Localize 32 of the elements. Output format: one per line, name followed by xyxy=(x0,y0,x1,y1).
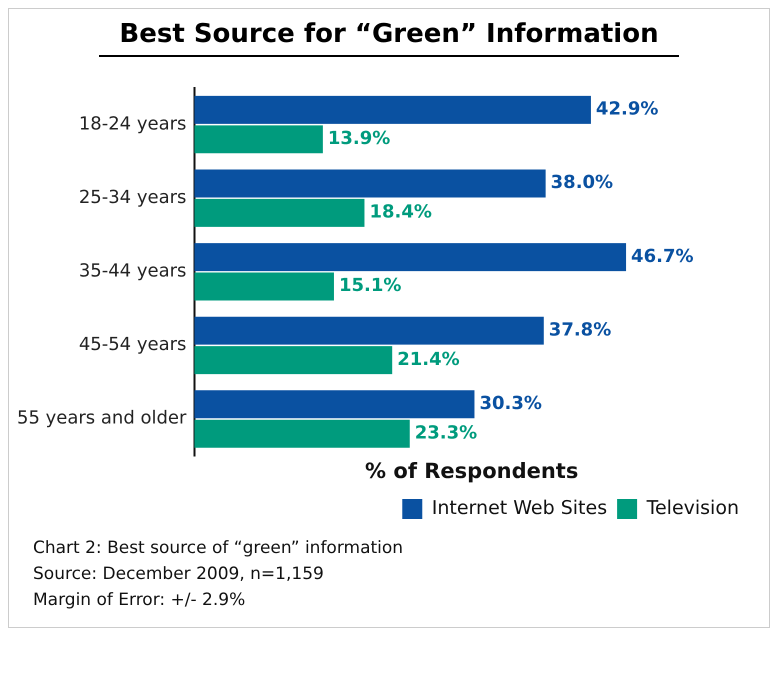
bar xyxy=(194,316,544,345)
data-label: 18.4% xyxy=(369,202,432,223)
bar xyxy=(194,125,323,154)
bar xyxy=(194,96,591,124)
data-label: 21.4% xyxy=(397,348,460,370)
source-note: Source: December 2009, n=1,159 xyxy=(33,563,325,586)
bar xyxy=(194,198,364,227)
bar xyxy=(194,243,626,272)
bar xyxy=(194,169,546,198)
legend-label: Internet Web Sites xyxy=(432,496,608,519)
bar xyxy=(194,390,474,418)
bar xyxy=(194,420,410,448)
caption: Chart 2: Best source of “green” information xyxy=(33,537,404,560)
y-tick-label: 25-34 years xyxy=(78,186,186,208)
data-label: 38.0% xyxy=(550,172,614,194)
y-tick-label: 18-24 years xyxy=(78,113,186,134)
y-tick-label: 45-54 years xyxy=(78,334,186,356)
data-label: 15.1% xyxy=(338,275,402,296)
bar xyxy=(194,346,392,374)
chart-title: Best Source for “Green” Information xyxy=(99,19,679,57)
y-tick-label: 35-44 years xyxy=(78,260,186,282)
data-label: 23.3% xyxy=(414,422,478,444)
data-label: 46.7% xyxy=(631,246,694,267)
data-label: 30.3% xyxy=(479,392,542,414)
y-tick-label: 55 years and older xyxy=(16,408,187,429)
legend-label: Television xyxy=(646,496,740,519)
text: Margin of Error: +/- 2.9% xyxy=(33,589,246,612)
data-label: 13.9% xyxy=(328,128,390,149)
data-label: 37.8% xyxy=(548,319,612,340)
bar xyxy=(194,272,334,301)
data-label: 42.9% xyxy=(596,98,658,120)
x-axis-title: % of Respondents xyxy=(365,458,578,483)
